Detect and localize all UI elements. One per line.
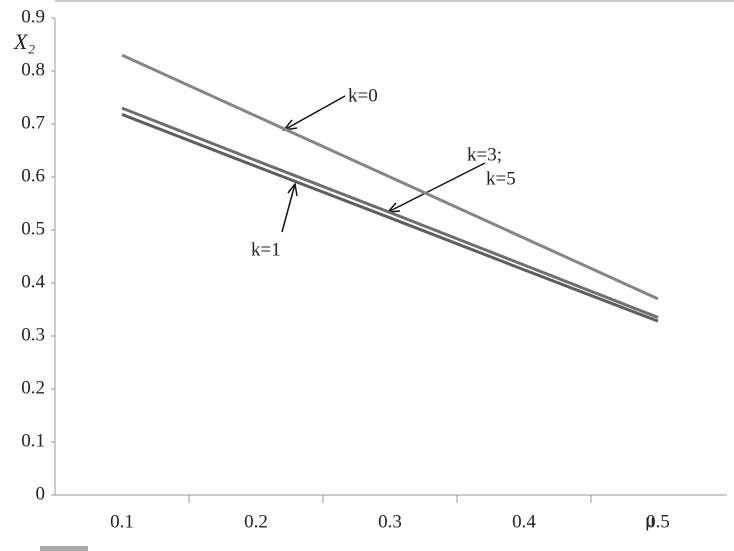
y-tick-label: 0.4 (21, 271, 45, 292)
annotation: k=3; (467, 144, 502, 165)
y-tick-label: 0.6 (21, 165, 45, 186)
x-tick-label: 0.1 (110, 511, 134, 532)
y-axis-label: X₂ (13, 29, 35, 54)
y-tick-label: 0.7 (21, 112, 45, 133)
y-tick-label: 0.3 (21, 324, 45, 345)
annotation: k=5 (486, 168, 516, 189)
x-tick-label: 0.4 (512, 511, 536, 532)
x-tick-label: 0.3 (378, 511, 402, 532)
y-tick-label: 0.8 (21, 59, 45, 80)
line-series (121, 113, 659, 323)
y-tick-label: 0.1 (21, 430, 45, 451)
annotation: k=1 (251, 239, 281, 260)
y-tick-label: 0.9 (21, 6, 45, 27)
decoration (40, 546, 88, 551)
x-tick-label: 0.5 (646, 511, 670, 532)
y-tick-label: 0 (36, 483, 46, 504)
x-axis-label: μ (645, 510, 655, 531)
y-tick-label: 0.5 (21, 218, 45, 239)
x-tick-label: 0.2 (244, 511, 268, 532)
annotation: k=0 (348, 85, 378, 106)
line-series (121, 53, 659, 301)
arrows (281, 95, 486, 233)
y-tick-label: 0.2 (21, 377, 45, 398)
line-series (121, 106, 659, 319)
